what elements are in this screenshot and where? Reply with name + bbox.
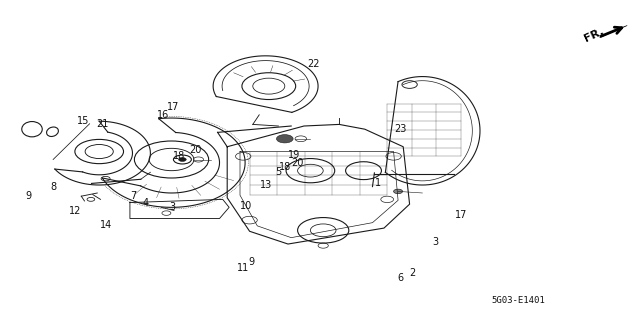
Text: 9: 9 <box>26 191 32 201</box>
Text: 14: 14 <box>99 220 112 230</box>
Text: 16: 16 <box>157 110 170 120</box>
Text: 18: 18 <box>173 151 186 161</box>
Text: 11: 11 <box>237 263 250 273</box>
Polygon shape <box>600 26 627 38</box>
Text: 4: 4 <box>143 197 149 208</box>
Text: 5G03-E1401: 5G03-E1401 <box>492 296 545 305</box>
Text: 2: 2 <box>410 268 416 278</box>
Circle shape <box>394 189 403 194</box>
Text: 23: 23 <box>394 124 406 134</box>
Text: 5: 5 <box>275 167 282 177</box>
Text: 8: 8 <box>50 182 56 192</box>
Text: 20: 20 <box>189 145 202 155</box>
Text: 18: 18 <box>278 162 291 173</box>
Text: 6: 6 <box>397 272 403 283</box>
Text: 13: 13 <box>259 180 272 190</box>
Text: 12: 12 <box>69 205 82 216</box>
Text: 3: 3 <box>170 202 176 212</box>
Circle shape <box>179 158 186 161</box>
Text: 19: 19 <box>288 150 301 160</box>
Text: 17: 17 <box>454 210 467 220</box>
Text: 9: 9 <box>248 257 255 267</box>
Text: 7: 7 <box>130 191 136 201</box>
Text: 21: 21 <box>96 119 109 130</box>
Text: 15: 15 <box>77 116 90 126</box>
Text: 3: 3 <box>432 237 438 248</box>
Circle shape <box>276 135 293 143</box>
Text: 1: 1 <box>374 178 381 189</box>
Text: FR.: FR. <box>582 26 605 44</box>
Text: 10: 10 <box>240 201 253 211</box>
Text: 22: 22 <box>307 59 320 69</box>
Text: 20: 20 <box>291 158 304 168</box>
Text: 17: 17 <box>166 102 179 112</box>
